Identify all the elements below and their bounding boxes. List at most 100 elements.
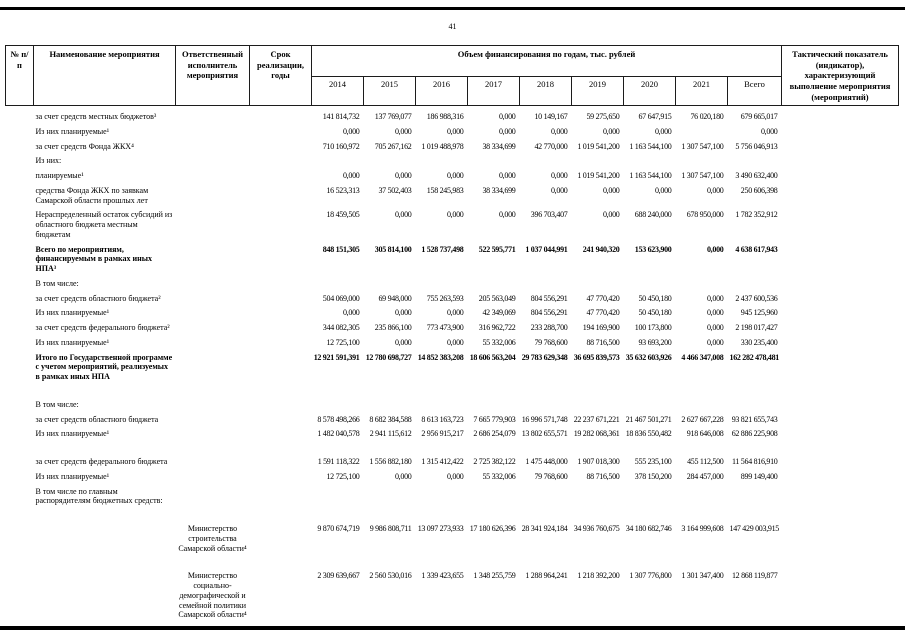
row-name-cell: планируемые¹ <box>35 171 84 181</box>
row-value-2018: 10 149,167 <box>534 112 568 122</box>
table-header: № п/п Наименование мероприятия Ответстве… <box>5 44 899 107</box>
row-value-2017 <box>468 276 520 291</box>
row-value-total: 1 782 352,912 <box>735 210 778 220</box>
row-indicator-cell <box>782 168 899 183</box>
row-num-cell <box>6 384 34 412</box>
row-value-total: 5 756 046,913 <box>735 141 778 151</box>
table-row: за счет средств Фонда ЖКХ⁴ 710 160,972 7… <box>6 139 899 154</box>
table-row: Из них планируемые¹ 12 725,100 0,000 0,0… <box>6 335 899 350</box>
row-num-cell <box>6 508 34 555</box>
row-executor-cell <box>176 305 250 320</box>
row-term-cell <box>250 426 312 441</box>
row-value-2021 <box>676 124 728 139</box>
row-value-2016: 1 339 423,655 <box>421 571 464 581</box>
row-value-2017: 0,000 <box>498 112 516 122</box>
row-value-2020: 93 693,200 <box>638 337 672 347</box>
row-value-2021: 1 307 547,100 <box>681 171 724 181</box>
row-value-2014: 1 591 118,322 <box>317 457 360 467</box>
row-value-2017 <box>468 153 520 168</box>
row-indicator-cell <box>782 124 899 139</box>
row-value-2017: 1 348 255,759 <box>473 571 516 581</box>
row-name-cell: Из них планируемые¹ <box>35 308 110 318</box>
row-num-cell <box>6 207 34 241</box>
row-name-cell <box>34 555 176 622</box>
row-num-cell <box>6 242 34 276</box>
row-value-2019 <box>572 484 624 509</box>
row-value-2020 <box>624 153 676 168</box>
row-term-cell <box>250 441 312 469</box>
row-value-2017: 205 563,049 <box>478 293 516 303</box>
table-row: за счет средств федерального бюджета² 34… <box>6 320 899 335</box>
table-row: за счет средств областного бюджета 8 578… <box>6 412 899 427</box>
row-name-cell <box>34 508 176 555</box>
row-indicator-cell <box>782 276 899 291</box>
row-value-2020: 153 623,900 <box>634 244 672 254</box>
row-value-2018: 28 341 924,184 <box>521 524 568 534</box>
row-value-2021 <box>676 153 728 168</box>
row-value-2020: 100 173,800 <box>634 323 672 333</box>
row-executor-cell <box>176 441 250 469</box>
row-value-2019: 1 019 541,200 <box>577 171 620 181</box>
row-value-2020 <box>624 484 676 509</box>
row-value-2019: 36 695 839,573 <box>573 352 620 362</box>
row-name-cell: В том числе: <box>35 399 79 409</box>
row-indicator-cell <box>782 469 899 484</box>
row-value-2016: 0,000 <box>446 210 464 220</box>
row-indicator-cell <box>782 555 899 622</box>
row-value-2018: 13 802 655,571 <box>521 429 568 439</box>
row-value-2014: 18 459,505 <box>326 210 360 220</box>
row-num-cell <box>6 183 34 208</box>
table-row: Министерство социально-демографической и… <box>6 555 899 622</box>
row-value-2016: 0,000 <box>446 337 464 347</box>
table-body: за счет средств местных бюджетов³ 141 81… <box>6 106 899 623</box>
row-value-2015 <box>364 153 416 168</box>
row-value-2017: 42 349,069 <box>482 308 516 318</box>
row-value-2014: 1 482 040,578 <box>317 429 360 439</box>
row-value-2016 <box>416 384 468 412</box>
row-executor-cell <box>176 484 250 509</box>
funding-table: № п/п Наименование мероприятия Ответстве… <box>5 44 899 623</box>
row-value-2016: 1 315 412,422 <box>421 457 464 467</box>
row-value-2017: 2 686 254,079 <box>473 429 516 439</box>
row-value-total: 250 606,398 <box>740 185 778 195</box>
row-value-2017: 522 595,771 <box>478 244 516 254</box>
row-name-cell: Из них планируемые¹ <box>35 337 110 347</box>
row-name-cell: за счет средств Фонда ЖКХ⁴ <box>35 141 134 151</box>
row-executor-cell <box>176 384 250 412</box>
page-border-top <box>0 7 905 10</box>
row-name-cell: средства Фонда ЖКХ по заявкам Самарской … <box>35 185 149 205</box>
row-indicator-cell <box>782 441 899 469</box>
row-value-total: 3 490 632,400 <box>735 171 778 181</box>
row-value-total <box>728 484 782 509</box>
row-executor-cell: Министерство строительства Самарской обл… <box>178 524 247 553</box>
year-header-2014: 2014 <box>311 75 364 107</box>
row-executor-cell <box>176 335 250 350</box>
row-value-2017: 38 334,699 <box>482 141 516 151</box>
page-number: 41 <box>448 22 457 31</box>
row-value-2016: 755 263,593 <box>426 293 464 303</box>
row-value-2019 <box>572 153 624 168</box>
row-value-2019: 0,000 <box>602 126 620 136</box>
row-value-2021: 1 301 347,400 <box>681 571 724 581</box>
row-name-cell: Всего по мероприятиям, финансируемым в р… <box>35 244 153 274</box>
row-name-cell: за счет средств местных бюджетов³ <box>35 112 157 122</box>
row-value-2014: 141 814,732 <box>322 112 360 122</box>
row-value-2019: 88 716,500 <box>586 471 620 481</box>
year-header-2015: 2015 <box>363 75 416 107</box>
row-value-2015: 2 560 530,016 <box>369 571 412 581</box>
row-value-2019 <box>572 384 624 412</box>
page-border-bottom <box>0 626 905 630</box>
row-value-2015: 705 267,162 <box>374 141 412 151</box>
row-num-cell <box>6 153 34 168</box>
row-name-cell: Из них: <box>35 156 62 166</box>
row-value-2015 <box>364 484 416 509</box>
row-value-2017: 18 606 563,204 <box>469 352 516 362</box>
row-value-2015 <box>364 276 416 291</box>
row-value-2020: 1 163 544,100 <box>629 171 672 181</box>
row-value-total <box>728 153 782 168</box>
row-term-cell <box>250 484 312 509</box>
row-value-2015: 9 986 808,711 <box>369 524 412 534</box>
row-term-cell <box>250 139 312 154</box>
row-value-2015 <box>364 384 416 412</box>
row-value-2020: 555 235,100 <box>634 457 672 467</box>
